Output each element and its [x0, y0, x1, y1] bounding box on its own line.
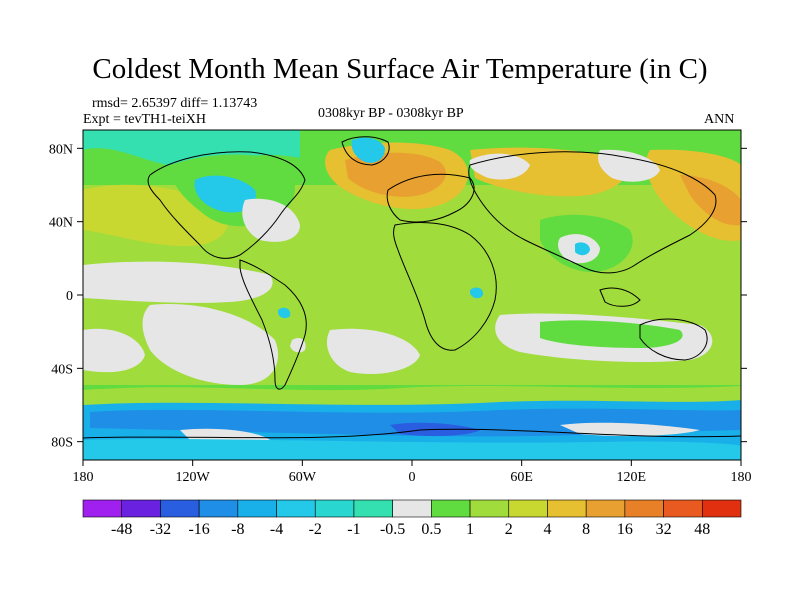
colorbar-swatch: [82, 499, 123, 518]
colorbar-label: -0.5: [380, 521, 405, 538]
colorbar-label: 16: [617, 521, 633, 538]
colorbar-label: 2: [505, 521, 513, 538]
colorbar-label: 1: [466, 521, 474, 538]
colorbar-label: 32: [656, 521, 672, 538]
colorbar-swatch: [701, 499, 742, 518]
colorbar-label: -4: [270, 521, 283, 538]
colorbar-swatch: [624, 499, 664, 518]
colorbar-label: -16: [188, 521, 209, 538]
x-tick-label: 120E: [617, 470, 647, 485]
period-label: 0308kyr BP - 0308kyr BP: [318, 106, 464, 121]
y-tick-label: 40S: [51, 362, 73, 377]
x-tick-label: 120W: [176, 470, 211, 485]
coastlines: [83, 136, 741, 439]
y-tick-label: 0: [66, 289, 73, 304]
x-tick-label: 60E: [510, 470, 533, 485]
x-tick-label: 180: [731, 470, 752, 485]
temperature-field: [83, 130, 741, 460]
x-tick-label: 60W: [289, 470, 317, 485]
colorbar-swatch: [353, 499, 393, 518]
y-tick-label: 40N: [49, 216, 73, 231]
y-tick-label: 80S: [51, 436, 73, 451]
stats-label: rmsd= 2.65397 diff= 1.13743: [92, 96, 258, 111]
x-tick-label: 0: [409, 470, 416, 485]
colorbar-label: -32: [150, 521, 171, 538]
colorbar-swatch: [508, 499, 548, 518]
colorbar-swatch: [431, 499, 471, 518]
colorbar-swatch: [160, 499, 200, 518]
colorbar-swatch: [198, 499, 239, 518]
colorbar-swatch: [663, 499, 703, 518]
y-tick-label: 80N: [49, 142, 73, 157]
axes: 180 120W 60W 0 60E 120E 180 80N 40N 0 40S 80S: [49, 142, 752, 485]
colorbar-swatch: [314, 499, 355, 518]
colorbar-label: -48: [111, 521, 132, 538]
season-label: ANN: [704, 112, 735, 127]
colorbar-label: -8: [231, 521, 244, 538]
experiment-label: Expt = tevTH1-teiXH: [83, 112, 206, 127]
colorbar-swatch: [276, 499, 316, 518]
colorbar-label: 0.5: [421, 521, 441, 538]
colorbar-swatch: [392, 499, 432, 518]
colorbar-label: -2: [309, 521, 322, 538]
colorbar-label: 48: [694, 521, 710, 538]
x-tick-label: 180: [73, 470, 94, 485]
colorbar-swatch: [121, 499, 161, 518]
colorbar: -48 -32 -16 -8 -4 -2 -1 -0.5 0.5 1 2 4 8 16 32 48: [82, 499, 742, 538]
colorbar-label: 4: [543, 521, 551, 538]
colorbar-swatch: [469, 499, 510, 518]
colorbar-label: -1: [347, 521, 360, 538]
colorbar-swatch: [585, 499, 626, 518]
colorbar-label: 8: [582, 521, 590, 538]
colorbar-swatch: [547, 499, 587, 518]
colorbar-swatch: [237, 499, 277, 518]
chart-title: Coldest Month Mean Surface Air Temperatu…: [92, 53, 708, 85]
